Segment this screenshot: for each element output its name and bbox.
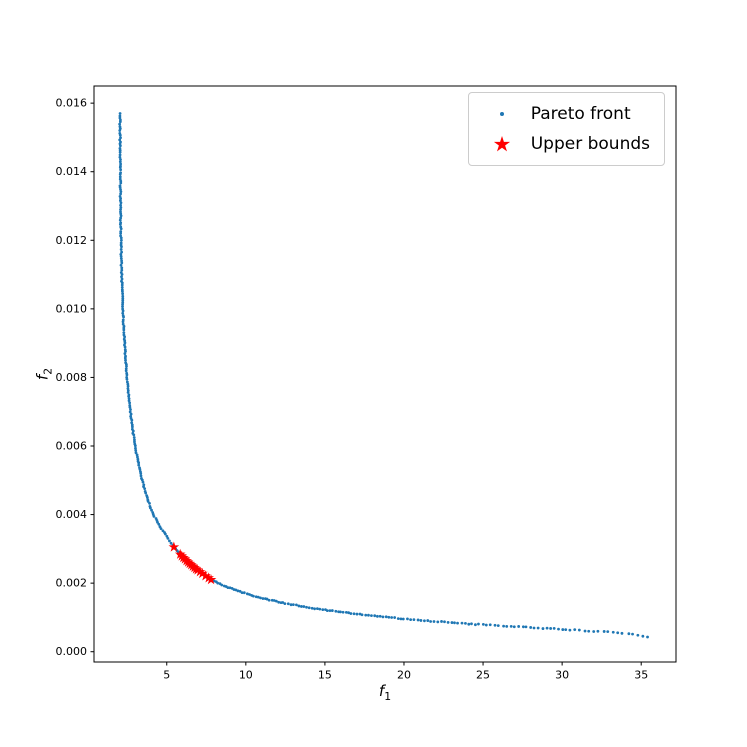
y-tick-label: 0.012: [56, 234, 88, 247]
x-axis-label-sub: 1: [384, 690, 392, 703]
x-tick-label: 20: [397, 669, 411, 682]
y-tick-label: 0.000: [56, 645, 88, 658]
x-tick-label: 30: [555, 669, 569, 682]
legend-label-pareto-front: Pareto front: [530, 103, 631, 124]
y-tick-label: 0.002: [56, 577, 88, 590]
x-tick-label: 5: [163, 669, 170, 682]
x-axis-label: f1: [379, 682, 391, 703]
star-icon: [493, 136, 510, 152]
legend-item-upper-bounds: Upper bounds: [473, 130, 650, 158]
y-tick-label: 0.006: [56, 440, 88, 453]
y-tick-label: 0.004: [56, 508, 88, 521]
legend-label-upper-bounds: Upper bounds: [530, 133, 650, 154]
x-tick-label: 10: [239, 669, 253, 682]
dot-icon: [499, 112, 504, 116]
x-tick-label: 35: [634, 669, 648, 682]
legend-marker-cell: [473, 134, 531, 154]
upper-bounds-series: [168, 541, 217, 585]
x-axis: 5 10 15 20 25 30 35: [163, 662, 648, 682]
x-axis-label-var: f: [378, 682, 385, 700]
legend-marker-cell: [473, 112, 531, 116]
y-axis-label-sub: 2: [41, 367, 55, 375]
x-tick-label: 25: [476, 669, 490, 682]
legend-item-pareto-front: Pareto front: [473, 100, 650, 128]
legend: Pareto front Upper bounds: [467, 92, 665, 166]
y-tick-label: 0.016: [56, 97, 88, 110]
y-axis: 0.000 0.002 0.004 0.006 0.008 0.010 0.012 0.014…: [56, 97, 94, 658]
y-tick-label: 0.014: [56, 165, 88, 178]
y-tick-label: 0.008: [56, 371, 88, 384]
y-axis-label-var: f: [33, 374, 52, 381]
y-tick-label: 0.010: [56, 302, 88, 315]
plot-area: [93, 85, 677, 663]
y-axis-label: f2: [34, 368, 55, 380]
pareto-front-series: [118, 112, 649, 639]
x-tick-label: 15: [318, 669, 332, 682]
